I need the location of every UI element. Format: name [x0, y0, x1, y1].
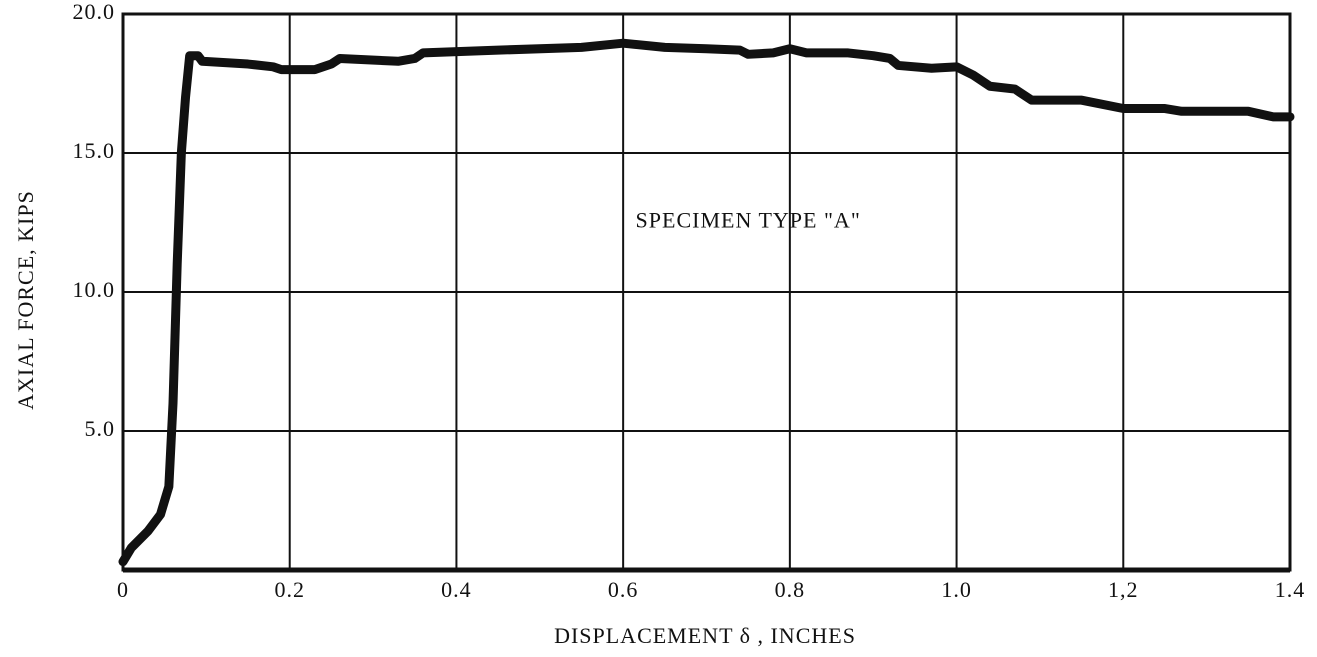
x-tick-label: 0: [117, 577, 129, 602]
x-tick-label: 1,2: [1108, 577, 1139, 602]
x-tick-label: 0.6: [608, 577, 639, 602]
annotation: SPECIMEN TYPE "A": [636, 208, 861, 233]
x-tick-label: 0.2: [274, 577, 305, 602]
x-axis-label: DISPLACEMENT δ , INCHES: [554, 623, 856, 648]
data-line: [118, 38, 1295, 567]
x-tick-label: 1.0: [941, 577, 972, 602]
y-tick-label: 5.0: [85, 416, 116, 441]
y-axis-label: AXIAL FORCE, KIPS: [13, 190, 38, 410]
y-tick-label: 10.0: [73, 277, 116, 302]
x-tick-label: 0.4: [441, 577, 472, 602]
y-tick-label: 15.0: [73, 138, 116, 163]
y-tick-label: 20.0: [73, 0, 116, 24]
x-tick-label: 1.4: [1275, 577, 1306, 602]
x-tick-label: 0.8: [775, 577, 806, 602]
